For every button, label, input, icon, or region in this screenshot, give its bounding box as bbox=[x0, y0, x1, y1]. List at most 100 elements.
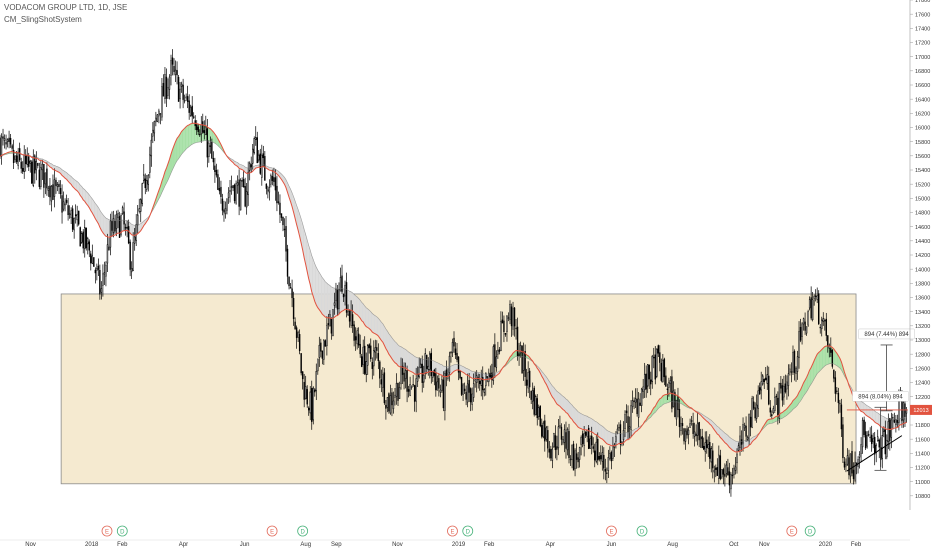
candle[interactable] bbox=[398, 387, 401, 399]
candle[interactable] bbox=[837, 392, 840, 404]
candle[interactable] bbox=[574, 450, 576, 469]
candle[interactable] bbox=[834, 377, 837, 394]
candle[interactable] bbox=[59, 188, 62, 195]
candle[interactable] bbox=[179, 88, 181, 100]
candle[interactable] bbox=[112, 218, 115, 233]
candle[interactable] bbox=[416, 374, 419, 382]
candle[interactable] bbox=[798, 331, 800, 359]
candle[interactable] bbox=[67, 205, 69, 215]
candle[interactable] bbox=[270, 175, 272, 185]
candle[interactable] bbox=[47, 187, 50, 191]
candle[interactable] bbox=[616, 428, 619, 434]
candle[interactable] bbox=[766, 374, 768, 384]
candle[interactable] bbox=[132, 242, 134, 271]
candle[interactable] bbox=[654, 354, 656, 380]
candle[interactable] bbox=[872, 438, 874, 443]
candle[interactable] bbox=[824, 320, 826, 322]
candle[interactable] bbox=[242, 179, 245, 188]
candle[interactable] bbox=[860, 444, 862, 454]
candle[interactable] bbox=[444, 373, 446, 411]
candle[interactable] bbox=[341, 275, 343, 292]
candle[interactable] bbox=[177, 77, 180, 102]
dividend-marker[interactable] bbox=[462, 525, 474, 537]
candle[interactable] bbox=[56, 184, 59, 187]
candle[interactable] bbox=[156, 114, 159, 122]
candle[interactable] bbox=[575, 453, 578, 460]
candle[interactable] bbox=[410, 385, 413, 388]
candle[interactable] bbox=[335, 288, 337, 302]
candle[interactable] bbox=[772, 408, 775, 413]
candle[interactable] bbox=[168, 76, 171, 90]
candle[interactable] bbox=[668, 382, 670, 388]
candle[interactable] bbox=[615, 436, 617, 442]
candle[interactable] bbox=[430, 352, 433, 377]
candle[interactable] bbox=[65, 199, 68, 203]
candle[interactable] bbox=[513, 307, 516, 327]
candle[interactable] bbox=[165, 76, 168, 99]
candle[interactable] bbox=[840, 404, 843, 430]
candle[interactable] bbox=[521, 345, 523, 374]
candle[interactable] bbox=[424, 353, 426, 374]
candle[interactable] bbox=[135, 224, 137, 241]
candle[interactable] bbox=[748, 413, 750, 442]
candle[interactable] bbox=[842, 424, 844, 459]
candle[interactable] bbox=[479, 381, 481, 384]
candle[interactable] bbox=[62, 201, 65, 210]
candle[interactable] bbox=[255, 137, 257, 140]
candle[interactable] bbox=[301, 371, 304, 380]
candle[interactable] bbox=[896, 420, 899, 423]
candle[interactable] bbox=[208, 142, 210, 157]
candle[interactable] bbox=[581, 433, 584, 444]
candle[interactable] bbox=[5, 142, 7, 145]
candle[interactable] bbox=[813, 295, 815, 299]
candle[interactable] bbox=[180, 83, 183, 87]
candle[interactable] bbox=[294, 321, 296, 330]
candle[interactable] bbox=[68, 213, 71, 215]
candle[interactable] bbox=[250, 164, 252, 168]
candle[interactable] bbox=[388, 393, 390, 412]
candle[interactable] bbox=[506, 315, 508, 332]
candle[interactable] bbox=[73, 217, 75, 231]
candle[interactable] bbox=[715, 467, 717, 470]
candle[interactable] bbox=[212, 157, 215, 163]
candle[interactable] bbox=[383, 372, 386, 404]
candle[interactable] bbox=[382, 374, 384, 388]
candle[interactable] bbox=[627, 416, 629, 433]
candle[interactable] bbox=[706, 439, 708, 448]
candle[interactable] bbox=[161, 86, 163, 118]
candle[interactable] bbox=[429, 353, 431, 370]
candle[interactable] bbox=[9, 137, 12, 145]
candle[interactable] bbox=[88, 241, 90, 251]
candle[interactable] bbox=[274, 177, 277, 191]
candle[interactable] bbox=[215, 169, 218, 176]
candle[interactable] bbox=[227, 192, 230, 198]
candle[interactable] bbox=[350, 310, 352, 326]
price-axis[interactable]: 1080011000112001140011600118001200012200… bbox=[909, 0, 932, 510]
candle[interactable] bbox=[566, 429, 569, 451]
candle[interactable] bbox=[745, 425, 747, 437]
candle[interactable] bbox=[704, 442, 706, 452]
candle[interactable] bbox=[55, 180, 57, 186]
candle[interactable] bbox=[712, 450, 714, 469]
candle[interactable] bbox=[569, 458, 572, 461]
candle[interactable] bbox=[217, 174, 219, 190]
candle[interactable] bbox=[367, 345, 369, 366]
candle[interactable] bbox=[765, 377, 767, 381]
candle[interactable] bbox=[886, 440, 888, 458]
candle[interactable] bbox=[663, 358, 666, 378]
candle[interactable] bbox=[677, 396, 679, 411]
candle[interactable] bbox=[751, 398, 753, 428]
candle[interactable] bbox=[167, 87, 169, 96]
candle[interactable] bbox=[356, 330, 358, 345]
candle[interactable] bbox=[103, 272, 106, 275]
candle[interactable] bbox=[895, 419, 897, 425]
candle[interactable] bbox=[553, 433, 555, 447]
candle[interactable] bbox=[438, 378, 440, 389]
candle[interactable] bbox=[238, 179, 240, 207]
candle[interactable] bbox=[229, 189, 231, 193]
candle[interactable] bbox=[253, 138, 255, 153]
candle[interactable] bbox=[308, 407, 310, 411]
candle[interactable] bbox=[43, 163, 45, 188]
candle[interactable] bbox=[601, 452, 604, 462]
candle[interactable] bbox=[595, 441, 597, 462]
